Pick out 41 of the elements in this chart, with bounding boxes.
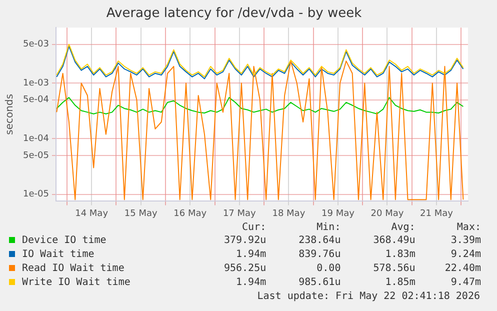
y-tick-label: 5e-05 [22,150,49,161]
legend-label: Device IO time [21,234,108,248]
x-tick-label: 19 May [321,208,356,219]
chart-title: Average latency for /dev/vda - by week [106,6,362,22]
x-tick-label: 20 May [370,208,404,219]
text: 1.94m [235,248,266,262]
text: 22.40m [444,262,481,276]
y-tick-label: 1e-03 [22,78,49,88]
text: Last update: Fri May 22 02:41:18 2026 [256,290,481,304]
text: 379.92u [222,234,266,248]
y-tick-label: 1e-05 [22,190,49,200]
x-tick-label: 14 May [75,208,109,219]
text: 839.76u [298,248,341,262]
text: 1.83m [384,248,416,262]
text: 368.49u [372,234,416,248]
x-tick-label: 21 May [420,208,454,219]
x-tick-label: 15 May [124,208,158,219]
y-tick-label: 5e-04 [22,95,50,106]
y-tick-label: 1e-04 [22,134,50,144]
legend-label: Write IO Wait time [21,276,132,290]
x-tick-label: 16 May [174,208,208,219]
text: 238.64u [298,234,341,248]
x-tick-label: 18 May [272,208,306,219]
text: Cur: [241,222,266,234]
legend-label: IO Wait time [21,248,96,262]
text: 9.24m [450,248,481,262]
text: 9.47m [450,276,481,290]
y-tick-label: 5e-03 [22,40,49,50]
y-axis-title: seconds [4,94,16,135]
text: 578.56u [372,262,416,276]
text: Avg: [390,222,416,234]
text: 1.85m [384,276,416,290]
text: Min: [316,222,341,234]
text: 3.39m [450,234,481,248]
text: 1.94m [235,276,266,290]
text: 985.61u [298,276,341,290]
text: Max: [456,222,481,234]
text: 956.25u [222,262,266,276]
text: 0.00 [316,262,341,276]
legend-label: Read IO Wait time [21,262,126,276]
x-tick-label: 17 May [222,208,257,219]
